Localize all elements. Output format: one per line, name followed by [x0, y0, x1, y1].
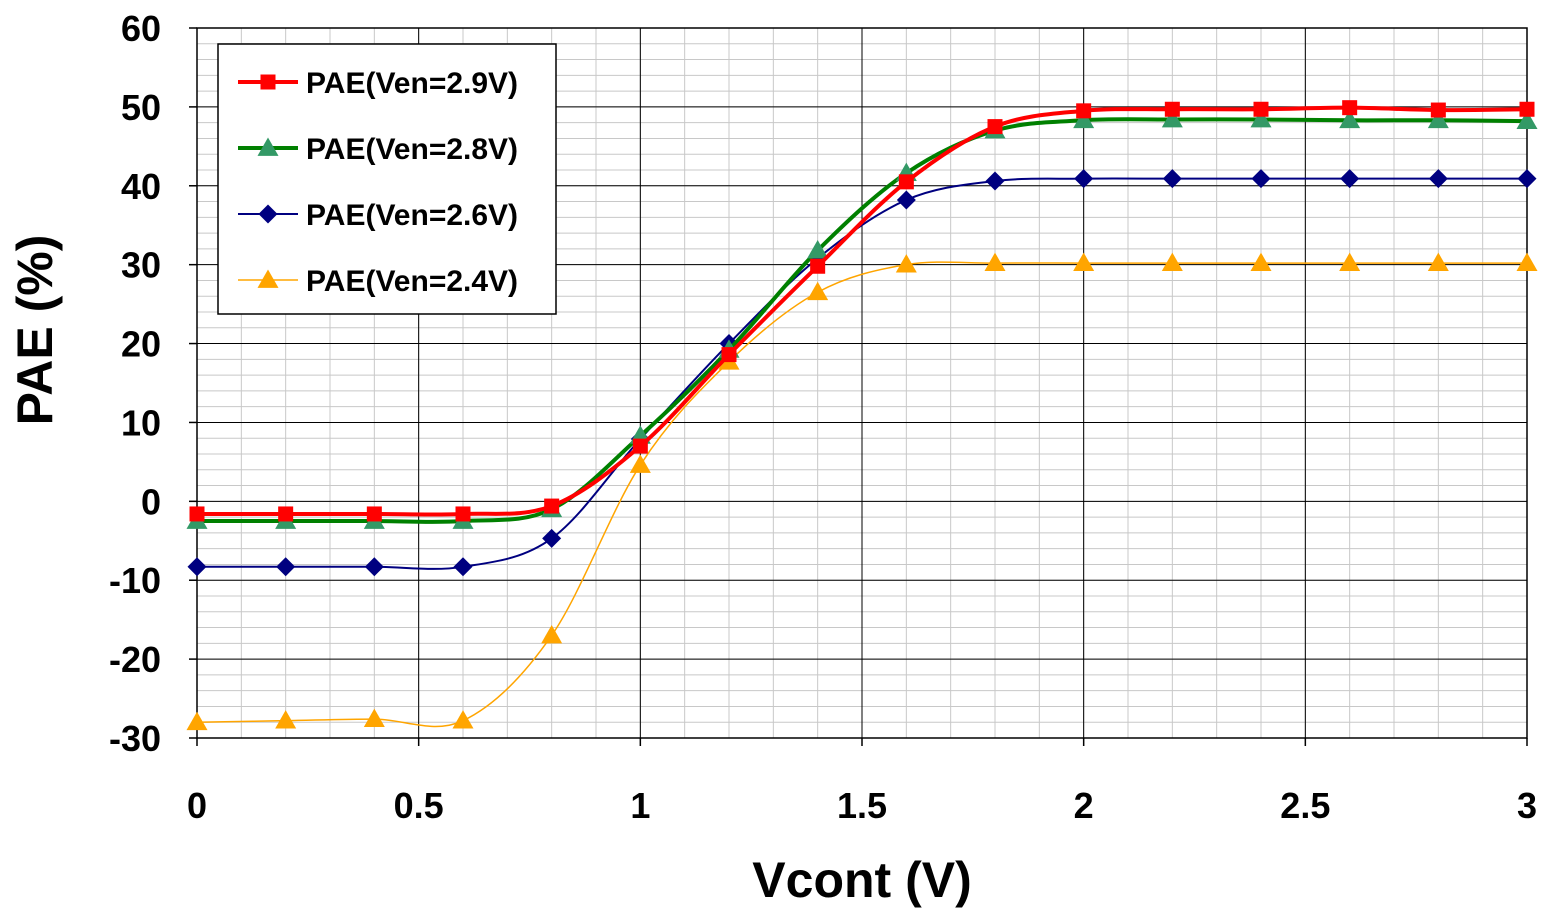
data-point-square [1519, 101, 1535, 117]
data-point-triangle [186, 711, 208, 731]
y-tick-label: 30 [121, 245, 161, 286]
x-tick-label: 1 [630, 785, 650, 826]
y-tick-label: -20 [109, 639, 161, 680]
data-point-diamond [258, 204, 278, 224]
series-4 [186, 252, 1538, 731]
data-point-diamond [1074, 169, 1094, 189]
y-tick-label: 0 [141, 481, 161, 522]
data-point-square [455, 506, 471, 522]
data-point-square [544, 498, 560, 514]
y-tick-label: 60 [121, 8, 161, 49]
data-point-diamond [985, 171, 1005, 191]
data-point-square [366, 506, 382, 522]
legend-label: PAE(Ven=2.6V) [306, 199, 518, 232]
data-point-triangle [1073, 109, 1095, 129]
y-axis-title: PAE (%) [7, 235, 63, 426]
data-point-square [1164, 101, 1180, 117]
data-point-square [721, 347, 737, 363]
data-point-triangle [1516, 252, 1538, 271]
data-point-square [1342, 100, 1358, 116]
data-point-square [260, 74, 276, 90]
data-point-diamond [1340, 169, 1360, 189]
data-point-diamond [1162, 169, 1182, 189]
data-point-diamond [187, 557, 207, 577]
series-line [197, 105, 1528, 517]
x-tick-label: 2 [1074, 785, 1094, 826]
data-point-triangle [1427, 109, 1449, 129]
data-point-square [810, 258, 826, 274]
series-1 [189, 100, 1535, 522]
data-point-square [632, 438, 648, 454]
data-point-triangle [1073, 252, 1095, 271]
data-point-square [987, 119, 1003, 135]
axes: -30 -20 -10 0 10 20 30 40 50 60 0 0.5 1 1.5 2 2.5 3 [109, 8, 1537, 826]
data-point-triangle [257, 137, 279, 156]
data-point-triangle [1339, 109, 1361, 129]
y-tick-label: 10 [121, 402, 161, 443]
data-point-diamond [276, 557, 296, 577]
x-tick-label: 3 [1517, 785, 1537, 826]
data-point-triangle [1516, 110, 1538, 129]
data-point-diamond [1251, 169, 1271, 189]
data-point-triangle [1339, 252, 1361, 271]
data-point-triangle [1427, 252, 1449, 271]
data-point-triangle [984, 252, 1006, 271]
data-point-triangle [629, 454, 651, 473]
data-point-triangle [541, 624, 563, 644]
y-tick-label: -30 [109, 718, 161, 759]
data-point-diamond [453, 557, 473, 577]
legend-label: PAE(Ven=2.4V) [306, 265, 518, 298]
data-point-triangle [275, 710, 297, 729]
data-point-square [1430, 102, 1446, 118]
data-point-square [898, 174, 914, 190]
y-tick-label: 50 [121, 87, 161, 128]
y-tick-label: 20 [121, 324, 161, 365]
y-tick-label: 40 [121, 166, 161, 207]
data-point-triangle [452, 710, 474, 729]
legend-entry: PAE(Ven=2.6V) [238, 199, 518, 232]
series-group [186, 100, 1538, 731]
legend: PAE(Ven=2.9V) PAE(Ven=2.8V) PAE(Ven=2.6V) P… [217, 43, 557, 315]
data-point-diamond [542, 528, 562, 548]
data-point-triangle [1250, 252, 1272, 271]
data-point-square [189, 506, 205, 522]
data-point-square [278, 506, 294, 522]
x-tick-label: 0 [187, 785, 207, 826]
data-point-square [1253, 101, 1269, 117]
data-point-diamond [364, 557, 384, 577]
data-point-triangle [257, 269, 279, 288]
y-tick-label: -10 [109, 560, 161, 601]
legend-label: PAE(Ven=2.9V) [306, 67, 518, 100]
x-tick-label: 1.5 [837, 785, 887, 826]
legend-entry: PAE(Ven=2.9V) [238, 67, 518, 100]
x-tick-label: 0.5 [394, 785, 444, 826]
data-point-triangle [1161, 252, 1183, 271]
legend-label: PAE(Ven=2.8V) [306, 133, 518, 166]
data-point-triangle [895, 254, 917, 273]
data-point-triangle [363, 708, 385, 727]
legend-entry: PAE(Ven=2.4V) [238, 265, 518, 298]
data-point-triangle [807, 281, 829, 301]
series-line [196, 117, 1528, 524]
data-point-square [1076, 103, 1092, 119]
series-2 [186, 109, 1538, 529]
data-point-triangle [1250, 109, 1272, 128]
x-axis-title: Vcont (V) [752, 852, 971, 908]
data-point-diamond [1517, 169, 1537, 189]
legend-entry: PAE(Ven=2.8V) [238, 133, 518, 166]
data-point-diamond [1428, 169, 1448, 189]
data-point-triangle [1161, 109, 1183, 128]
data-point-diamond [896, 190, 916, 210]
data-point-triangle [807, 239, 829, 259]
x-tick-label: 2.5 [1280, 785, 1330, 826]
series-line [197, 177, 1527, 570]
